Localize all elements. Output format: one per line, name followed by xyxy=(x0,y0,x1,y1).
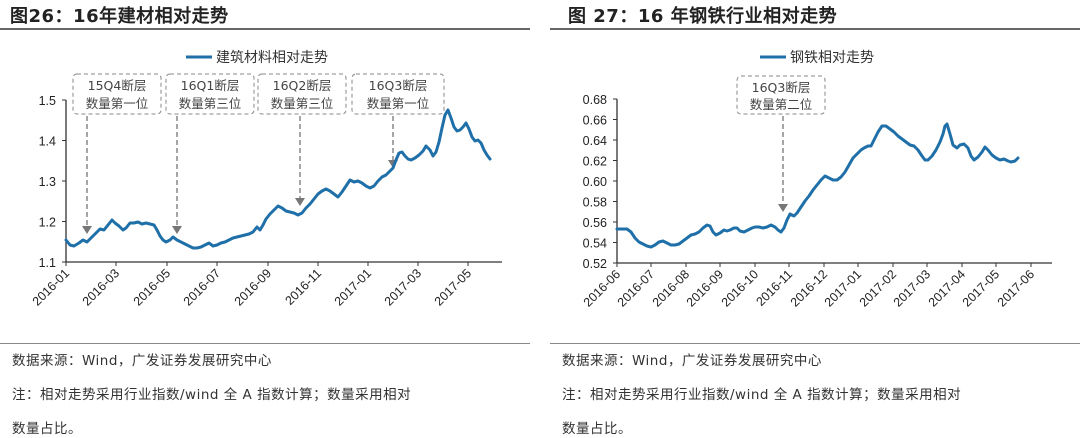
svg-text:1.4: 1.4 xyxy=(39,135,56,149)
svg-text:1.2: 1.2 xyxy=(39,216,56,230)
svg-text:1.5: 1.5 xyxy=(39,94,56,108)
svg-text:2017-02: 2017-02 xyxy=(857,267,899,309)
svg-text:16Q1断层: 16Q1断层 xyxy=(181,78,240,93)
svg-text:0.60: 0.60 xyxy=(583,175,607,189)
line-chart-steel: 钢铁相对走势 16Q3断层 数量第二位 0.68 0.66 0.64 0.62 xyxy=(581,50,1052,310)
y-axis: 0.68 0.66 0.64 0.62 0.60 0.58 0.56 0.54 … xyxy=(583,93,618,271)
svg-text:2017-01: 2017-01 xyxy=(332,266,374,308)
svg-text:15Q4断层: 15Q4断层 xyxy=(88,78,147,93)
svg-text:2016-05: 2016-05 xyxy=(131,266,173,308)
svg-text:2017-05: 2017-05 xyxy=(960,267,1002,309)
legend-label: 建筑材料相对走势 xyxy=(216,50,328,66)
svg-text:1.3: 1.3 xyxy=(39,175,56,189)
svg-text:2016-10: 2016-10 xyxy=(719,267,761,309)
svg-text:2016-09: 2016-09 xyxy=(684,267,726,309)
annotation-15q4: 15Q4断层 数量第一位 xyxy=(72,73,162,234)
svg-text:2016-08: 2016-08 xyxy=(650,267,692,309)
footer-divider xyxy=(550,343,1080,344)
svg-text:0.52: 0.52 xyxy=(583,257,607,271)
figure-title: 图 27：16 年钢铁行业相对走势 xyxy=(568,6,838,27)
line-chart-building-materials: 建筑材料相对走势 15Q4断层 数量第一位 16Q1断层 数量第三位 16Q2断… xyxy=(30,50,502,309)
svg-text:2017-03: 2017-03 xyxy=(891,267,933,309)
series-line-steel xyxy=(615,122,1020,249)
svg-text:2016-01: 2016-01 xyxy=(30,266,72,308)
svg-text:16Q3断层: 16Q3断层 xyxy=(369,78,428,93)
svg-text:2016-11: 2016-11 xyxy=(282,266,324,308)
footnote-line-1: 注：相对走势采用行业指数/wind 全 A 指数计算；数量采用相对 xyxy=(562,387,962,403)
svg-text:2017-01: 2017-01 xyxy=(822,267,864,309)
svg-text:0.66: 0.66 xyxy=(583,114,607,128)
svg-text:数量第一位: 数量第一位 xyxy=(367,96,430,111)
arrow-down-icon xyxy=(295,198,305,206)
svg-text:16Q3断层: 16Q3断层 xyxy=(752,80,811,95)
annotation-16q3: 16Q3断层 数量第二位 xyxy=(736,75,826,212)
svg-text:2016-07: 2016-07 xyxy=(615,267,657,309)
title-divider xyxy=(550,28,1080,30)
svg-text:2017-04: 2017-04 xyxy=(926,267,968,309)
y-axis: 1.5 1.4 1.3 1.2 1.1 xyxy=(39,94,67,270)
svg-text:2017-06: 2017-06 xyxy=(995,267,1037,309)
annotation-16q1: 16Q1断层 数量第三位 xyxy=(165,73,255,234)
svg-text:0.68: 0.68 xyxy=(583,93,607,107)
x-axis: 2016-01 2016-03 2016-05 2016-07 2016-09 … xyxy=(30,261,502,309)
figure-title: 图26：16年建材相对走势 xyxy=(10,6,229,27)
arrow-down-icon xyxy=(82,226,92,234)
svg-text:2016-07: 2016-07 xyxy=(181,266,223,308)
svg-text:0.64: 0.64 xyxy=(583,134,607,148)
svg-text:1.1: 1.1 xyxy=(39,256,56,270)
svg-text:2016-03: 2016-03 xyxy=(80,266,122,308)
svg-text:2016-06: 2016-06 xyxy=(581,267,623,309)
svg-text:2016-12: 2016-12 xyxy=(788,267,830,309)
arrow-down-icon xyxy=(172,226,182,234)
data-source: 数据来源：Wind，广发证券发展研究中心 xyxy=(562,353,822,369)
footnote-line-1: 注：相对走势采用行业指数/wind 全 A 指数计算；数量采用相对 xyxy=(12,387,412,403)
svg-text:0.58: 0.58 xyxy=(583,196,607,210)
footer-divider xyxy=(0,343,530,344)
figure-27-panel: 图 27：16 年钢铁行业相对走势 钢铁相对走势 16Q3断层 数量第二位 0.… xyxy=(550,0,1080,438)
annotation-16q2: 16Q2断层 数量第三位 xyxy=(257,73,347,206)
svg-text:16Q2断层: 16Q2断层 xyxy=(273,78,332,93)
footnote-line-2: 数量占比。 xyxy=(12,421,82,437)
svg-text:0.54: 0.54 xyxy=(583,237,607,251)
legend-label: 钢铁相对走势 xyxy=(790,50,874,66)
svg-text:0.56: 0.56 xyxy=(583,216,607,230)
svg-text:数量第一位: 数量第一位 xyxy=(86,96,149,111)
svg-text:2016-11: 2016-11 xyxy=(753,267,795,309)
svg-text:数量第三位: 数量第三位 xyxy=(271,96,334,111)
title-divider xyxy=(0,28,530,30)
figure-26-panel: 图26：16年建材相对走势 建筑材料相对走势 15Q4断层 数量第一位 16Q1… xyxy=(0,0,530,438)
footnote-line-2: 数量占比。 xyxy=(562,421,632,437)
x-axis: 2016-06 2016-07 2016-08 2016-09 2016-10 … xyxy=(581,262,1052,310)
svg-text:2017-05: 2017-05 xyxy=(432,266,474,308)
data-source: 数据来源：Wind，广发证券发展研究中心 xyxy=(12,353,272,369)
svg-text:2016-09: 2016-09 xyxy=(232,266,274,308)
svg-text:2017-03: 2017-03 xyxy=(382,266,424,308)
svg-text:0.62: 0.62 xyxy=(583,155,607,169)
svg-text:数量第二位: 数量第二位 xyxy=(750,97,813,112)
svg-text:数量第三位: 数量第三位 xyxy=(179,96,242,111)
series-line-building-materials xyxy=(64,108,492,250)
arrow-down-icon xyxy=(778,204,788,212)
